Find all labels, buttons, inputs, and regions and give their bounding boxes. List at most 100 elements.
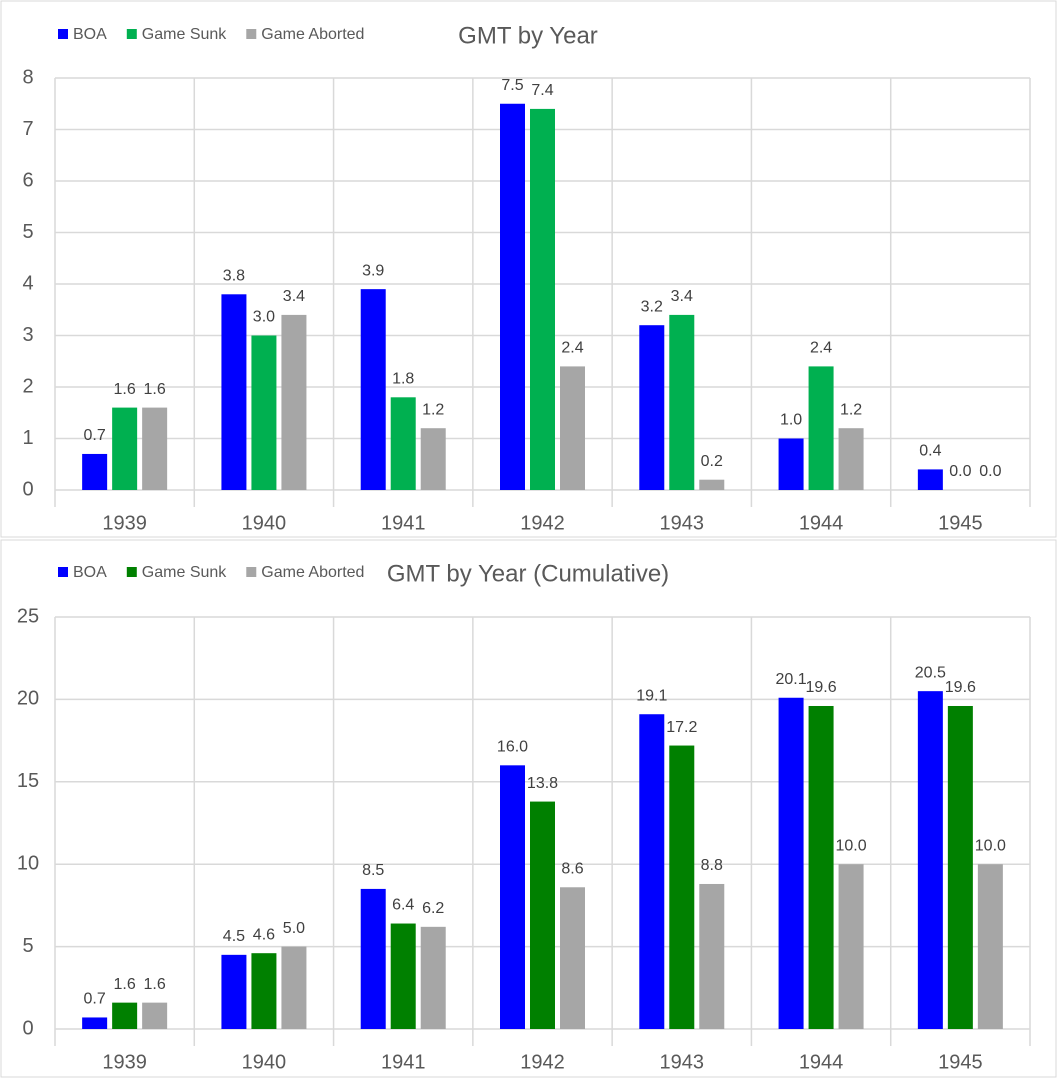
bar xyxy=(251,335,277,490)
bar xyxy=(112,1002,138,1029)
y-tick-label: 6 xyxy=(22,169,33,191)
chart-title: GMT by Year (Cumulative) xyxy=(387,560,669,587)
value-label: 10.0 xyxy=(836,837,867,854)
y-tick-label: 1 xyxy=(22,427,33,449)
legend-label: Game Sunk xyxy=(142,26,227,43)
legend-label: Game Aborted xyxy=(261,564,364,581)
legend-label: Game Aborted xyxy=(261,26,364,43)
x-tick-label: 1939 xyxy=(102,1051,147,1073)
value-label: 3.9 xyxy=(362,262,384,279)
value-label: 19.1 xyxy=(636,687,667,704)
value-label: 0.0 xyxy=(949,463,971,480)
bar xyxy=(917,469,943,490)
x-tick-label: 1944 xyxy=(799,1051,844,1073)
bar xyxy=(112,407,138,490)
x-tick-label: 1944 xyxy=(799,512,844,534)
value-label: 0.7 xyxy=(84,991,106,1008)
value-label: 19.6 xyxy=(806,679,837,696)
bar xyxy=(251,953,277,1029)
bar xyxy=(808,705,834,1029)
bar xyxy=(639,325,665,490)
bar xyxy=(142,1002,168,1029)
legend-label: BOA xyxy=(73,26,107,43)
value-label: 3.4 xyxy=(283,288,305,305)
bar xyxy=(360,888,386,1029)
chart-frame xyxy=(0,539,1057,1078)
value-label: 20.5 xyxy=(915,664,946,681)
legend-swatch xyxy=(246,29,257,39)
legend-swatch xyxy=(126,567,137,577)
bar xyxy=(82,453,108,490)
value-label: 8.6 xyxy=(561,860,583,877)
x-tick-label: 1940 xyxy=(242,512,287,534)
bar xyxy=(500,103,525,490)
bar xyxy=(360,289,386,490)
value-label: 1.6 xyxy=(114,381,136,398)
bar xyxy=(560,887,585,1029)
legend-swatch xyxy=(58,567,68,577)
y-tick-label: 8 xyxy=(22,66,33,88)
value-label: 17.2 xyxy=(666,719,697,736)
value-label: 3.8 xyxy=(223,268,245,285)
bar xyxy=(560,366,585,490)
bar xyxy=(530,801,555,1029)
bar xyxy=(947,705,973,1029)
bar xyxy=(142,407,168,490)
bar xyxy=(530,108,555,491)
bar xyxy=(390,923,416,1029)
value-label: 19.6 xyxy=(945,679,976,696)
value-label: 1.8 xyxy=(392,371,414,388)
y-tick-label: 4 xyxy=(22,272,33,294)
bar xyxy=(669,745,695,1029)
y-tick-label: 10 xyxy=(17,852,39,874)
x-tick-label: 1940 xyxy=(242,1051,287,1073)
value-label: 3.4 xyxy=(671,288,693,305)
value-label: 20.1 xyxy=(776,671,807,688)
x-tick-label: 1939 xyxy=(102,512,147,534)
value-label: 10.0 xyxy=(975,837,1006,854)
x-tick-label: 1941 xyxy=(381,512,426,534)
y-tick-label: 25 xyxy=(17,605,39,627)
bar xyxy=(917,691,943,1029)
chart-title: GMT by Year xyxy=(458,22,598,49)
x-tick-label: 1943 xyxy=(660,512,705,534)
value-label: 13.8 xyxy=(527,775,558,792)
value-label: 5.0 xyxy=(283,920,305,937)
value-label: 1.6 xyxy=(144,976,166,993)
y-tick-label: 2 xyxy=(22,375,33,397)
value-label: 4.5 xyxy=(223,928,245,945)
y-tick-label: 3 xyxy=(22,324,33,346)
value-label: 0.4 xyxy=(919,443,941,460)
legend-label: Game Sunk xyxy=(142,564,227,581)
bar xyxy=(281,946,307,1029)
bar xyxy=(838,428,864,490)
value-label: 1.2 xyxy=(422,401,444,418)
x-tick-label: 1941 xyxy=(381,1051,426,1073)
value-label: 1.2 xyxy=(840,401,862,418)
bar xyxy=(281,314,307,490)
legend-swatch xyxy=(126,29,137,39)
value-label: 7.5 xyxy=(501,77,523,94)
x-tick-label: 1942 xyxy=(520,512,565,534)
bar xyxy=(669,314,695,490)
value-label: 2.4 xyxy=(810,340,832,357)
bar xyxy=(500,765,525,1029)
value-label: 1.6 xyxy=(114,976,136,993)
value-label: 8.5 xyxy=(362,862,384,879)
bar xyxy=(808,366,834,490)
value-label: 16.0 xyxy=(497,739,528,756)
y-tick-label: 7 xyxy=(22,118,33,140)
y-tick-label: 0 xyxy=(22,1017,33,1039)
bar xyxy=(221,294,247,490)
bar xyxy=(778,697,804,1029)
value-label: 2.4 xyxy=(561,340,583,357)
bar xyxy=(838,864,864,1029)
bar xyxy=(390,397,416,490)
legend-label: BOA xyxy=(73,564,107,581)
value-label: 7.4 xyxy=(531,82,553,99)
bar xyxy=(699,479,725,490)
bar xyxy=(699,883,725,1029)
bar xyxy=(420,428,446,490)
x-tick-label: 1942 xyxy=(520,1051,565,1073)
